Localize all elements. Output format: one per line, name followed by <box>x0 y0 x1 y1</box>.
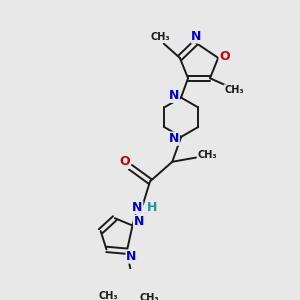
Text: N: N <box>132 201 143 214</box>
Text: CH₃: CH₃ <box>139 292 159 300</box>
Text: CH₃: CH₃ <box>224 85 244 95</box>
Text: H: H <box>147 201 157 214</box>
Text: N: N <box>126 250 136 263</box>
Text: CH₃: CH₃ <box>150 32 170 42</box>
Text: N: N <box>169 89 179 102</box>
Text: O: O <box>219 50 230 63</box>
Text: N: N <box>169 132 179 145</box>
Text: CH₃: CH₃ <box>197 150 217 160</box>
Text: CH₃: CH₃ <box>98 291 118 300</box>
Text: O: O <box>120 155 130 168</box>
Text: N: N <box>134 215 144 229</box>
Text: N: N <box>191 30 202 43</box>
